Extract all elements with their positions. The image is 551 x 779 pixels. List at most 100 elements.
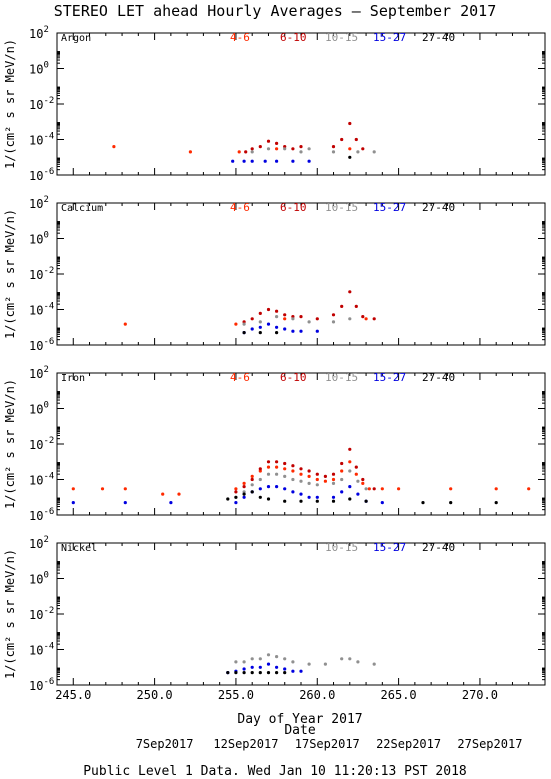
data-point	[169, 501, 173, 505]
legend-15-27: 15-27	[373, 201, 406, 214]
data-point	[226, 671, 230, 675]
data-point	[188, 150, 192, 154]
data-point	[323, 662, 327, 666]
data-point	[283, 147, 287, 151]
data-point	[356, 479, 360, 483]
x-tick-label: 255.0	[218, 688, 254, 702]
legend-4-6: 4-6	[230, 201, 250, 214]
data-point	[242, 159, 246, 163]
y-tick-label: 10-6	[29, 167, 54, 183]
data-point	[331, 313, 336, 317]
panel-name: Iron	[61, 373, 85, 384]
data-point	[234, 490, 238, 494]
data-point	[372, 487, 376, 491]
data-point	[315, 495, 319, 499]
data-point	[299, 492, 303, 496]
data-point	[250, 159, 254, 163]
x-tick-label: 270.0	[462, 688, 498, 702]
legend-6-10: 6-10	[280, 31, 307, 44]
panel-name: Argon	[61, 33, 91, 44]
panel-frame	[56, 32, 546, 176]
data-point	[291, 329, 295, 333]
data-point	[266, 465, 271, 469]
data-point	[266, 322, 271, 326]
data-point	[242, 492, 246, 496]
data-point	[242, 481, 246, 485]
data-point	[250, 317, 254, 321]
data-point	[291, 315, 295, 319]
data-point	[421, 501, 425, 505]
data-point	[449, 501, 453, 505]
panel-frame	[56, 542, 546, 686]
chart-title: STEREO LET ahead Hourly Averages – Septe…	[54, 2, 497, 20]
data-point	[258, 325, 262, 329]
data-point	[307, 474, 311, 478]
data-point	[283, 327, 287, 331]
data-point	[266, 307, 271, 312]
data-point	[250, 490, 254, 494]
data-point	[331, 477, 336, 482]
data-point	[242, 495, 246, 499]
data-point	[315, 483, 319, 487]
data-point	[234, 322, 238, 326]
data-point	[250, 665, 254, 669]
legend-10-15: 10-15	[325, 541, 358, 554]
data-point	[242, 490, 246, 494]
footer-text: Public Level 1 Data. Wed Jan 10 11:20:13…	[83, 764, 467, 779]
data-point	[307, 662, 311, 666]
data-point	[380, 487, 384, 491]
data-point	[348, 447, 352, 451]
data-point	[242, 485, 246, 489]
y-tick-label: 10-2	[29, 266, 54, 282]
data-point	[340, 477, 344, 482]
data-point	[283, 487, 287, 491]
data-point	[348, 485, 352, 489]
data-point	[307, 469, 311, 473]
y-tick-label: 102	[29, 535, 49, 551]
legend-4-6: 4-6	[230, 371, 250, 384]
legend-27-40: 27-40	[422, 541, 455, 554]
data-point	[234, 495, 238, 499]
x-tick-label: 250.0	[137, 688, 173, 702]
data-point	[258, 477, 262, 482]
data-point	[71, 487, 75, 491]
data-point	[291, 159, 295, 163]
data-point	[291, 147, 295, 151]
data-point	[291, 660, 295, 664]
data-point	[275, 147, 279, 151]
y-tick-label: 102	[29, 25, 49, 41]
data-point	[331, 320, 336, 324]
data-point	[275, 331, 279, 335]
data-point	[315, 329, 319, 333]
data-point	[364, 487, 368, 491]
data-point	[331, 150, 336, 154]
data-point	[364, 317, 368, 321]
data-point	[340, 469, 344, 473]
data-point	[250, 474, 254, 478]
y-axis-label: 1/(cm² s sr MeV/n)	[3, 39, 17, 169]
data-point	[283, 317, 287, 321]
y-tick-label: 10-4	[29, 302, 54, 318]
data-point	[275, 465, 279, 469]
data-point	[275, 159, 279, 163]
data-point	[283, 671, 287, 675]
data-point	[315, 477, 319, 482]
data-point	[283, 474, 287, 478]
data-point	[356, 660, 360, 664]
data-point	[100, 487, 105, 491]
y-tick-label: 10-6	[29, 677, 54, 693]
legend-6-10: 6-10	[280, 201, 307, 214]
data-point	[348, 317, 352, 321]
data-point	[494, 487, 498, 491]
data-point	[237, 150, 241, 154]
x-tick-label: 265.0	[381, 688, 417, 702]
data-point	[266, 147, 271, 151]
data-point	[354, 304, 358, 308]
date-tick-label: 27Sep2017	[457, 737, 522, 751]
data-point	[348, 497, 352, 501]
data-point	[283, 145, 287, 149]
data-point	[340, 461, 344, 466]
data-point	[299, 472, 303, 476]
data-point	[361, 481, 365, 485]
data-point	[361, 147, 365, 151]
